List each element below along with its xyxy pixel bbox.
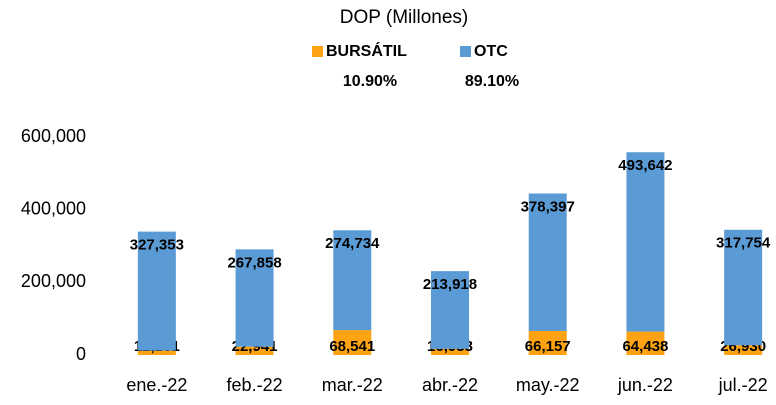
legend-swatch [460,46,471,57]
legend-share: 89.10% [465,73,519,90]
bar-segment [333,230,372,331]
bar-segment [235,249,274,347]
x-tick-label: may.-22 [516,375,580,395]
bar-segment [235,346,274,355]
bar-segment [626,331,665,355]
x-tick-label: ene.-22 [126,375,187,395]
data-label: 493,642 [618,157,672,174]
y-tick-label: 200,000 [21,271,86,291]
data-label: 66,157 [525,338,571,355]
data-label: 267,858 [227,254,281,271]
data-label: 64,438 [622,338,668,355]
data-label: 378,397 [521,198,575,215]
x-tick-label: feb.-22 [227,375,283,395]
legend-label: BURSÁTIL [326,41,407,60]
legend-share: 10.90% [343,73,397,90]
data-label: 327,353 [130,237,184,254]
bar-segment [528,330,567,355]
x-tick-label: jul.-22 [718,375,768,395]
x-tick-label: jun.-22 [617,375,673,395]
x-tick-label: abr.-22 [422,375,478,395]
bar-segment [626,152,665,332]
bar-segment [431,271,469,349]
data-label: 68,541 [329,338,375,355]
bar-segment [333,330,372,355]
bar-segment [528,193,567,331]
bar-segment [137,231,176,351]
bar-segment [724,345,763,355]
data-label: 274,734 [325,235,380,252]
legend-label: OTC [474,43,508,60]
data-label: 213,918 [423,276,477,293]
chart-title: DOP (Millones) [340,7,468,28]
y-tick-label: 600,000 [21,126,86,146]
x-tick-label: mar.-22 [322,375,383,395]
data-label: 317,754 [716,235,771,252]
legend-swatch [312,46,323,57]
y-tick-label: 0 [76,344,86,364]
bar-segment [137,350,176,355]
bar-segment [431,348,469,355]
bar-segment [724,229,763,346]
y-tick-label: 400,000 [21,198,86,218]
